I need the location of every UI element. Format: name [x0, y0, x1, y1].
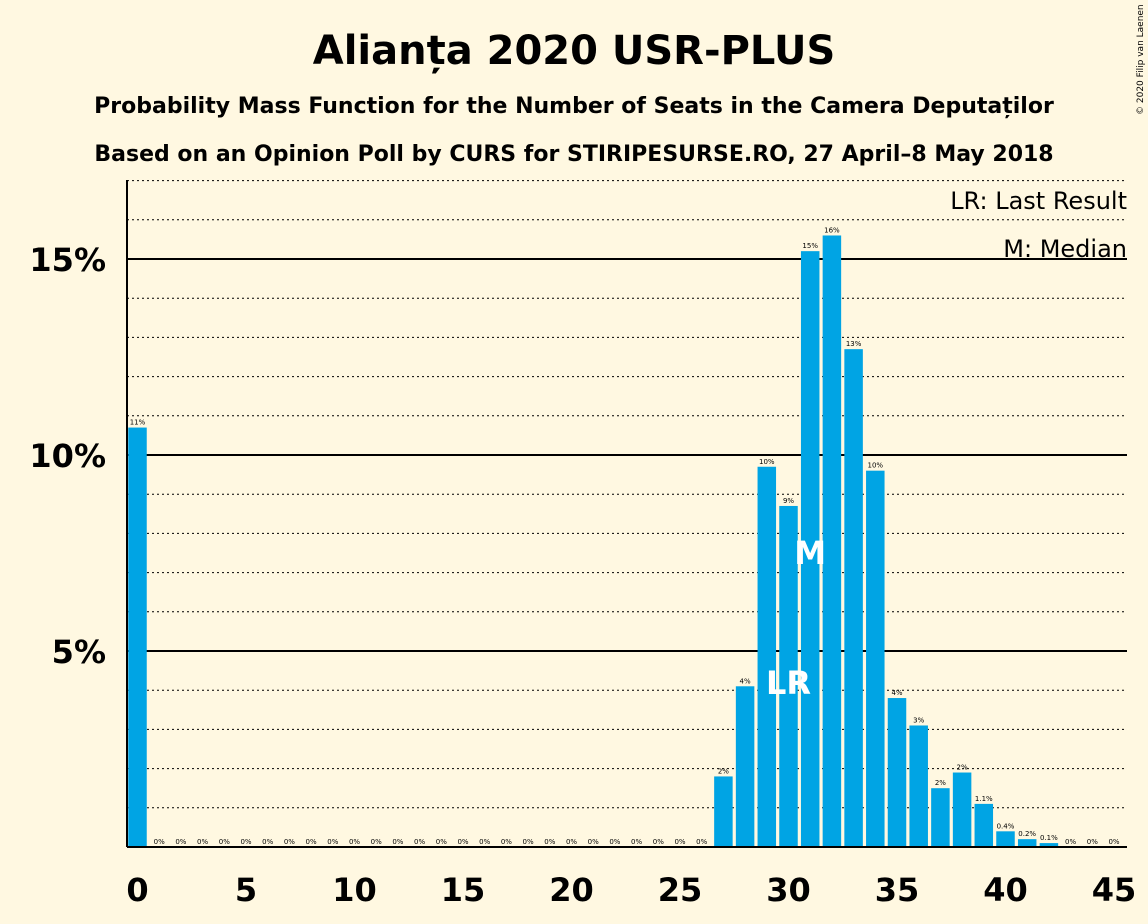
bar-label-seat-9: 0% [327, 838, 338, 846]
last-result-marker: LR [766, 664, 811, 702]
bar-seat-40 [996, 831, 1015, 847]
x-tick-labels: 0 5 10 15 20 25 30 35 40 45 [126, 871, 1136, 909]
bar-label-seat-2: 0% [175, 838, 186, 846]
x-tick-label: 20 [549, 871, 594, 909]
bar-label-seat-35: 4% [891, 689, 902, 697]
x-tick-label: 30 [766, 871, 811, 909]
bar-label-seat-40: 0.4% [997, 822, 1015, 830]
bar-label-seat-10: 0% [349, 838, 360, 846]
bar-label-seat-31: 15% [802, 242, 818, 250]
bar-label-seat-17: 0% [501, 838, 512, 846]
copyright-text: © 2020 Filip van Laenen [1136, 4, 1146, 115]
bar-label-seat-33: 13% [846, 340, 862, 348]
bar-label-seat-22: 0% [609, 838, 620, 846]
median-marker: M [794, 534, 826, 572]
x-tick-label: 15 [441, 871, 486, 909]
bar-seat-41 [1017, 839, 1037, 847]
bar-label-seat-45: 0% [1108, 838, 1119, 846]
bar-label-seat-29: 10% [759, 458, 775, 466]
bar-label-seat-30: 9% [783, 497, 794, 505]
x-tick-label: 10 [332, 871, 377, 909]
bar-label-seat-21: 0% [588, 838, 599, 846]
x-tick-label: 35 [875, 871, 920, 909]
bar-label-seat-5: 0% [240, 838, 251, 846]
bar-seat-42 [1039, 843, 1059, 847]
bar-seat-29 [757, 466, 777, 847]
legend-last-result: LR: Last Result [950, 187, 1127, 215]
chart-title: Alianța 2020 USR-PLUS [313, 28, 836, 74]
bar-label-seat-4: 0% [219, 838, 230, 846]
bar-label-seat-37: 2% [935, 779, 946, 787]
bar-seat-32 [822, 235, 842, 848]
chart-subtitle-1: Probability Mass Function for the Number… [94, 94, 1054, 119]
markers: LR M [766, 534, 826, 702]
bar-label-seat-44: 0% [1087, 838, 1098, 846]
bar-label-seat-6: 0% [262, 838, 273, 846]
bar-seat-28 [735, 686, 755, 847]
bar-seat-37 [931, 788, 950, 847]
bar-label-seat-32: 16% [824, 226, 840, 234]
bars [128, 235, 1059, 848]
bar-label-seat-0: 11% [130, 419, 146, 427]
bar-label-seat-7: 0% [284, 838, 295, 846]
bar-label-seat-11: 0% [371, 838, 382, 846]
bar-label-seat-26: 0% [696, 838, 707, 846]
bar-label-seat-36: 3% [913, 716, 924, 724]
x-tick-label: 25 [658, 871, 703, 909]
bar-seat-34 [866, 470, 885, 847]
x-tick-label: 5 [235, 871, 257, 909]
bar-label-seat-19: 0% [544, 838, 555, 846]
bar-label-seat-13: 0% [414, 838, 425, 846]
bar-label-seat-34: 10% [868, 462, 884, 470]
bar-label-seat-25: 0% [674, 838, 685, 846]
bar-label-seat-24: 0% [653, 838, 664, 846]
x-tick-label: 40 [983, 871, 1028, 909]
bar-label-seat-42: 0.1% [1040, 834, 1058, 842]
bar-label-seat-39: 1.1% [975, 795, 993, 803]
bar-label-seat-12: 0% [392, 838, 403, 846]
chart-subtitle-2: Based on an Opinion Poll by CURS for STI… [94, 142, 1053, 167]
y-tick-label: 5% [52, 633, 106, 671]
bar-label-seat-3: 0% [197, 838, 208, 846]
bar-seat-39 [974, 803, 994, 847]
bar-label-seat-43: 0% [1065, 838, 1076, 846]
bar-seat-0 [128, 427, 147, 847]
bar-label-seat-20: 0% [566, 838, 577, 846]
bar-seat-36 [909, 725, 928, 847]
bar-labels: 11% 0% 0% 0% 0% 0% 0% 0% 0% 0% 0% 0% 0% 0% 0% 0% 0% 0% 0% 0… [130, 226, 1120, 846]
bar-seat-31 [800, 251, 820, 847]
axes [126, 180, 1127, 848]
bar-label-seat-23: 0% [631, 838, 642, 846]
x-tick-label: 45 [1092, 871, 1137, 909]
bar-label-seat-41: 0.2% [1018, 830, 1036, 838]
x-tick-label: 0 [126, 871, 148, 909]
bar-seat-35 [887, 698, 907, 847]
bar-label-seat-16: 0% [479, 838, 490, 846]
bar-label-seat-18: 0% [523, 838, 534, 846]
y-tick-labels: 5% 10% 15% [29, 241, 106, 671]
bar-seat-27 [714, 776, 733, 847]
bar-label-seat-15: 0% [457, 838, 468, 846]
y-tick-label: 10% [29, 437, 106, 475]
bar-seat-33 [844, 349, 863, 847]
bar-seat-38 [952, 772, 972, 847]
bar-label-seat-8: 0% [306, 838, 317, 846]
bar-seat-30 [779, 505, 798, 847]
bar-label-seat-14: 0% [436, 838, 447, 846]
bar-label-seat-38: 2% [957, 764, 968, 772]
bar-label-seat-28: 4% [740, 677, 751, 685]
legend-median: M: Median [1003, 235, 1127, 263]
bar-label-seat-1: 0% [154, 838, 165, 846]
y-tick-label: 15% [29, 241, 106, 279]
grid-lines [127, 180, 1127, 809]
bar-label-seat-27: 2% [718, 767, 729, 775]
